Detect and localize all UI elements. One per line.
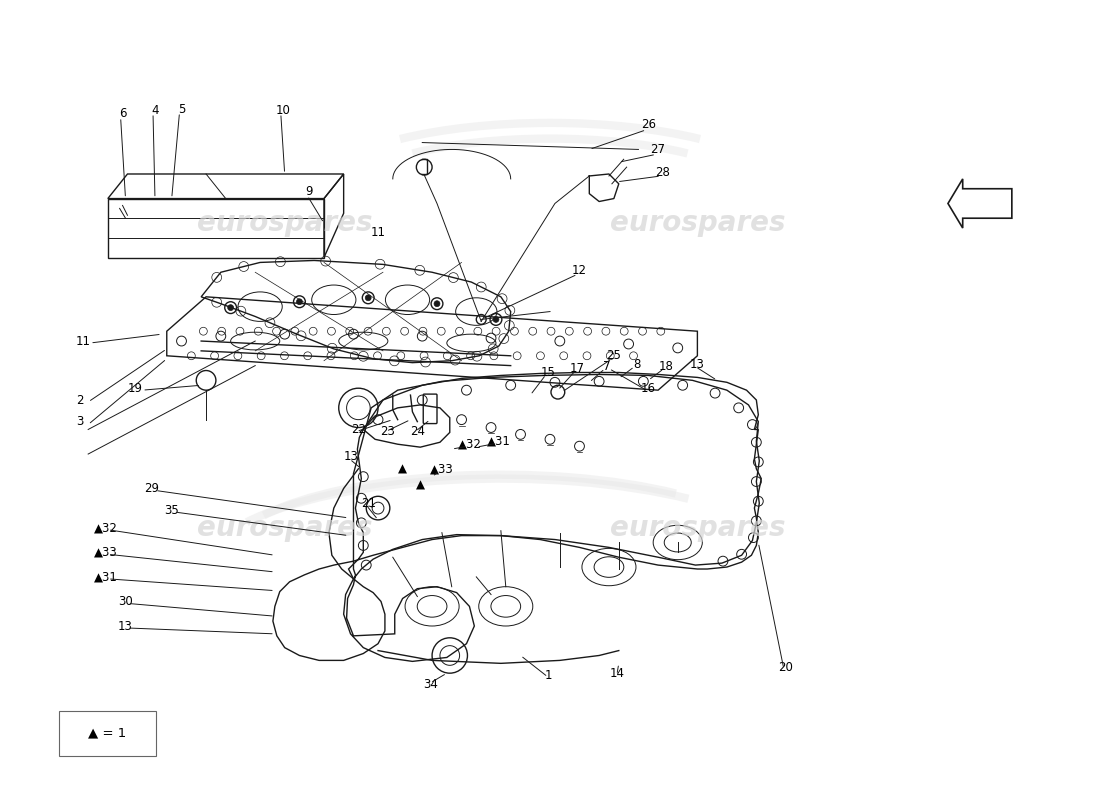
Text: 24: 24 [410, 425, 425, 438]
Text: ▲33: ▲33 [430, 462, 454, 475]
Text: ▲ = 1: ▲ = 1 [88, 726, 126, 740]
Text: 30: 30 [118, 595, 133, 608]
Text: 9: 9 [306, 185, 313, 198]
Text: 4: 4 [151, 104, 158, 117]
Text: 27: 27 [650, 143, 666, 156]
Text: 8: 8 [632, 358, 640, 371]
Text: 11: 11 [76, 334, 90, 347]
Text: 13: 13 [690, 358, 705, 371]
Text: 20: 20 [779, 661, 793, 674]
Text: 14: 14 [609, 666, 625, 680]
Text: 35: 35 [164, 503, 179, 517]
Text: 13: 13 [344, 450, 359, 463]
Circle shape [493, 317, 499, 322]
Text: ▲: ▲ [416, 479, 425, 492]
Text: 12: 12 [572, 264, 587, 277]
Text: 22: 22 [351, 423, 366, 436]
Text: ▲31: ▲31 [487, 434, 510, 448]
Text: 15: 15 [540, 366, 556, 379]
Text: 10: 10 [275, 104, 290, 117]
Text: 7: 7 [603, 360, 611, 373]
Text: 28: 28 [656, 166, 670, 178]
Text: 1: 1 [544, 669, 552, 682]
Text: 19: 19 [128, 382, 143, 394]
Text: 3: 3 [77, 415, 84, 428]
Text: 13: 13 [118, 619, 133, 633]
Text: 17: 17 [570, 362, 585, 375]
Text: eurospares: eurospares [197, 209, 373, 237]
Text: ▲31: ▲31 [94, 570, 118, 583]
Text: 21: 21 [361, 497, 376, 510]
Circle shape [228, 305, 233, 310]
Text: 26: 26 [641, 118, 656, 131]
Circle shape [365, 295, 371, 301]
Circle shape [434, 301, 440, 306]
Text: 18: 18 [659, 360, 673, 373]
Text: 25: 25 [606, 350, 621, 362]
Text: 5: 5 [178, 102, 185, 116]
Text: ▲32: ▲32 [458, 438, 482, 450]
Text: 16: 16 [641, 382, 656, 394]
Text: 11: 11 [371, 226, 385, 239]
Text: ▲: ▲ [398, 462, 407, 475]
Text: eurospares: eurospares [609, 209, 785, 237]
Text: eurospares: eurospares [197, 514, 373, 542]
Text: 2: 2 [77, 394, 84, 406]
Text: ▲32: ▲32 [94, 522, 118, 534]
Text: ▲33: ▲33 [94, 546, 118, 559]
Text: 6: 6 [119, 106, 126, 119]
Text: eurospares: eurospares [609, 514, 785, 542]
Text: 29: 29 [144, 482, 159, 495]
Text: 23: 23 [381, 425, 395, 438]
Text: 34: 34 [422, 678, 438, 691]
Circle shape [297, 298, 302, 305]
